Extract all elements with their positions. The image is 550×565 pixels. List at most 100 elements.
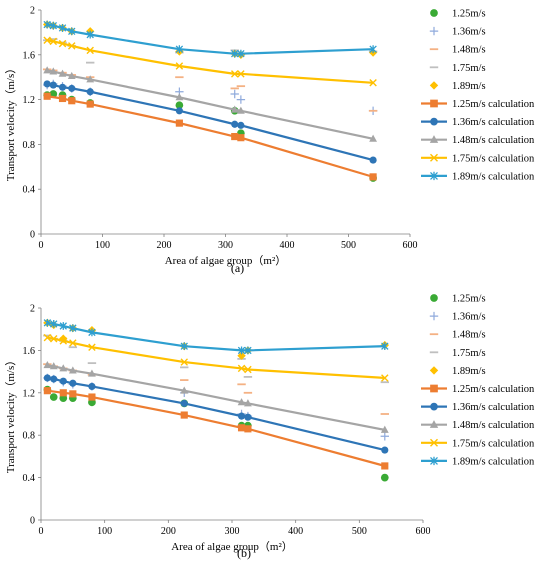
data-point bbox=[231, 120, 239, 128]
data-point bbox=[244, 346, 252, 355]
legend-marker bbox=[429, 135, 439, 143]
legend-item: 1.25m/s bbox=[430, 294, 486, 305]
data-point bbox=[180, 399, 188, 407]
y-tick-label: 0.4 bbox=[23, 185, 36, 196]
legend-marker bbox=[430, 9, 438, 17]
data-point bbox=[86, 75, 95, 83]
x-tick-label: 300 bbox=[218, 240, 233, 251]
data-point bbox=[58, 94, 67, 103]
series-line bbox=[46, 39, 374, 84]
data-point bbox=[49, 362, 58, 370]
series-1-36m-s-calculation bbox=[43, 80, 377, 164]
legend-item: 1.89m/s calculation bbox=[421, 171, 535, 182]
legend-item: 1.25m/s calculation bbox=[421, 384, 535, 395]
y-tick-label: 0.4 bbox=[23, 473, 36, 484]
data-point bbox=[175, 45, 184, 54]
legend-label: 1.25m/s calculation bbox=[452, 384, 535, 395]
data-point bbox=[50, 320, 58, 328]
data-point bbox=[59, 364, 68, 372]
data-point bbox=[369, 173, 377, 181]
data-point bbox=[369, 79, 377, 87]
data-point bbox=[43, 92, 51, 100]
data-point bbox=[68, 27, 76, 36]
x-tick-label: 400 bbox=[280, 240, 295, 251]
panel-label: (a) bbox=[231, 261, 244, 275]
data-point bbox=[237, 398, 246, 406]
y-tick-label: 1.2 bbox=[23, 95, 36, 106]
data-point bbox=[43, 80, 51, 88]
data-point bbox=[236, 106, 245, 114]
x-tick-label: 500 bbox=[352, 526, 367, 537]
data-point bbox=[49, 21, 58, 30]
data-point bbox=[58, 69, 67, 77]
legend-item: 1.89m/s bbox=[429, 81, 486, 92]
data-point bbox=[88, 393, 96, 401]
series-1-36m-s bbox=[42, 79, 378, 115]
legend-marker bbox=[430, 294, 438, 302]
series-1-75m-s-calculation bbox=[43, 333, 389, 382]
legend-item: 1.48m/s bbox=[429, 330, 486, 341]
y-tick-label: 0.8 bbox=[23, 431, 36, 442]
data-point bbox=[49, 81, 57, 89]
data-point bbox=[237, 134, 245, 142]
x-tick-label: 200 bbox=[161, 526, 176, 537]
data-point bbox=[180, 386, 189, 394]
legend-label: 1.25m/s bbox=[452, 9, 486, 20]
data-point bbox=[369, 134, 377, 142]
series-1-25m-s-calculation bbox=[43, 387, 389, 470]
data-point bbox=[88, 382, 96, 391]
legend-marker bbox=[430, 456, 438, 466]
data-point bbox=[58, 39, 67, 48]
data-point bbox=[381, 446, 389, 454]
data-point bbox=[49, 37, 58, 46]
data-point bbox=[69, 324, 77, 333]
data-point bbox=[59, 377, 67, 385]
legend-marker bbox=[430, 171, 438, 181]
y-tick-label: 1.2 bbox=[23, 388, 36, 399]
legend-label: 1.89m/s bbox=[452, 366, 486, 377]
data-point bbox=[230, 105, 239, 113]
y-axis-title: Transport velocity（m/s） bbox=[4, 63, 17, 181]
legend-label: 1.89m/s calculation bbox=[452, 171, 535, 182]
data-point bbox=[43, 66, 52, 74]
y-tick-label: 2 bbox=[30, 304, 35, 315]
data-point bbox=[175, 93, 184, 101]
data-point bbox=[43, 318, 52, 327]
data-point bbox=[86, 100, 94, 108]
legend-label: 1.36m/s bbox=[452, 27, 486, 38]
data-point bbox=[231, 49, 239, 58]
legend-marker bbox=[430, 153, 438, 162]
legend-label: 1.75m/s calculation bbox=[452, 153, 535, 164]
panel-a: 0 100 200 300 400 500 600 0 0.4 0.8 1.2 1.6 2 Area of… bbox=[4, 6, 535, 276]
data-point bbox=[59, 337, 68, 345]
x-tick-label: 600 bbox=[403, 240, 418, 251]
legend-item: 1.25m/s bbox=[430, 9, 486, 20]
data-point bbox=[59, 389, 67, 397]
legend-label: 1.75m/s bbox=[452, 348, 486, 359]
legend-item: 1.75m/s bbox=[429, 63, 486, 74]
x-tick-label: 300 bbox=[225, 526, 240, 537]
data-point bbox=[369, 156, 377, 164]
data-point bbox=[69, 379, 77, 387]
data-point bbox=[43, 36, 51, 44]
legend-label: 1.25m/s bbox=[452, 294, 486, 305]
data-point bbox=[180, 342, 188, 351]
series-line bbox=[46, 82, 374, 162]
data-point bbox=[68, 42, 76, 50]
data-point bbox=[49, 334, 58, 343]
data-point bbox=[43, 387, 51, 395]
legend-label: 1.36m/s calculation bbox=[452, 402, 535, 413]
data-point bbox=[86, 88, 94, 96]
series-line bbox=[47, 336, 385, 380]
data-point bbox=[237, 364, 246, 373]
legend-marker bbox=[429, 26, 439, 36]
data-point bbox=[68, 97, 76, 105]
panel-b: 0 100 200 300 400 500 600 0 0.4 0.8 1.2 1.6 2 Area of… bbox=[4, 294, 535, 561]
data-point bbox=[381, 374, 389, 382]
data-point bbox=[237, 351, 246, 360]
data-point bbox=[180, 411, 188, 419]
legend-item: 1.48m/s bbox=[429, 45, 486, 56]
data-point bbox=[244, 425, 252, 433]
legend-marker bbox=[430, 384, 438, 393]
data-point bbox=[43, 333, 52, 342]
